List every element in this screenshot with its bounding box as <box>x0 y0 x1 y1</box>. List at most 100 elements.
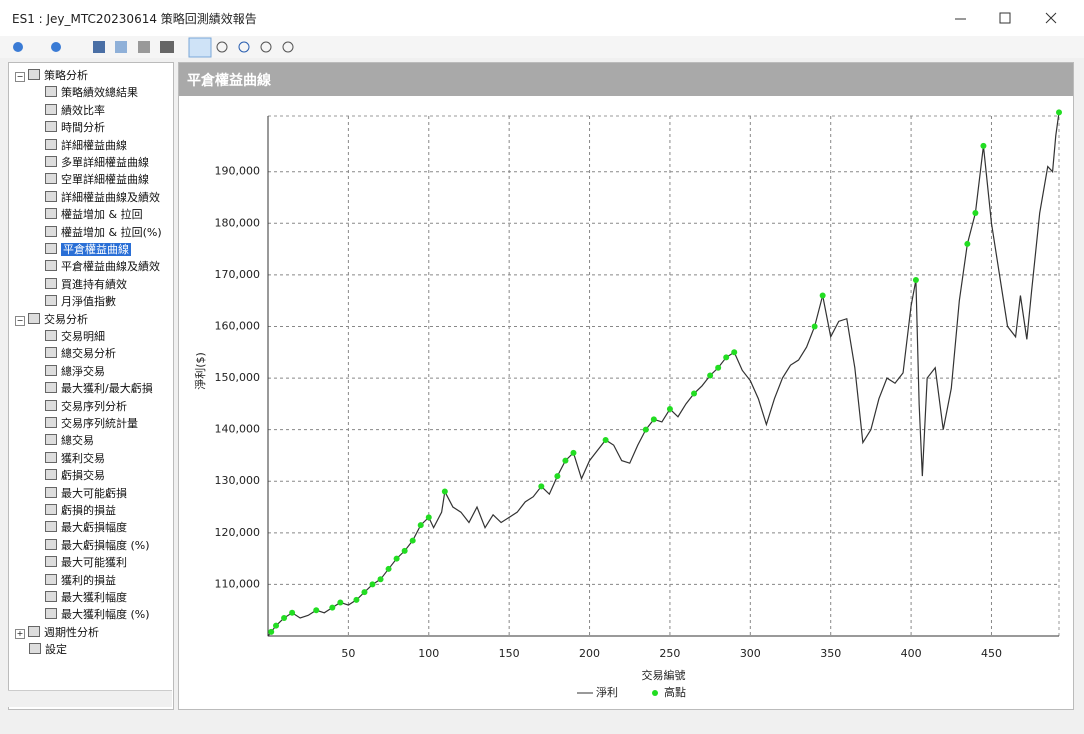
tree-label[interactable]: 最大可能虧損 <box>61 486 127 500</box>
x-tick-label: 450 <box>981 647 1002 660</box>
tree-group[interactable]: − 交易分析 <box>15 311 88 328</box>
tree-label[interactable]: 設定 <box>45 643 67 657</box>
item-icon <box>28 312 40 324</box>
tree-label[interactable]: 詳細權益曲線 <box>61 138 127 152</box>
tree-label[interactable]: 績效比率 <box>61 103 105 117</box>
tree-label[interactable]: 策略分析 <box>44 69 88 82</box>
tree-group[interactable]: + 週期性分析 <box>15 624 99 641</box>
tree-label[interactable]: 最大獲利幅度 <box>61 591 127 604</box>
tree-item[interactable]: 交易明細 <box>45 328 105 345</box>
forward-button[interactable] <box>51 42 61 52</box>
report-panel: 平倉權益曲線 110,000 120,000 130,000 140,000 150,0… <box>178 62 1074 710</box>
tree-label[interactable]: 權益增加 & 拉回 <box>61 208 143 222</box>
tree-label[interactable]: 最大虧損幅度 <box>61 521 127 535</box>
tree-item[interactable]: 平倉權益曲線及績效 <box>45 258 160 275</box>
tree-label[interactable]: 買進持有績效 <box>61 277 127 291</box>
scrollbar[interactable] <box>8 690 172 707</box>
tree-label[interactable]: 獲利交易 <box>61 451 105 465</box>
item-icon <box>45 469 57 481</box>
tree-group[interactable]: − 策略分析 <box>15 67 88 84</box>
expander[interactable]: − <box>15 72 25 82</box>
tree-item[interactable]: 最大虧損幅度 <box>45 519 127 536</box>
tree-item[interactable]: 買進持有績效 <box>45 276 127 293</box>
tree-label[interactable]: 詳細權益曲線及績效 <box>61 190 160 204</box>
tree-item[interactable]: 虧損交易 <box>45 467 105 484</box>
tree-label[interactable]: 時間分析 <box>61 121 105 135</box>
tree-item[interactable]: 獲利的損益 <box>45 572 116 589</box>
print-button[interactable] <box>138 41 150 53</box>
tree-label[interactable]: 權益增加 & 拉回(%) <box>61 225 162 239</box>
tree-label[interactable]: 交易序列統計量 <box>61 417 138 430</box>
tree-label[interactable]: 虧損交易 <box>61 469 105 483</box>
tree-label[interactable]: 最大獲利幅度 (%) <box>61 608 150 622</box>
item-icon <box>45 347 57 359</box>
tree-item[interactable]: 詳細權益曲線 <box>45 137 127 154</box>
tree-label[interactable]: 月淨值指數 <box>61 295 116 309</box>
tree-item[interactable]: 最大獲利/最大虧損 <box>45 380 153 397</box>
tree-item[interactable]: 最大獲利幅度 <box>45 589 127 606</box>
item-icon <box>45 243 57 254</box>
x-tick-label: 350 <box>820 647 841 660</box>
tree-item[interactable]: 交易序列統計量 <box>45 415 138 432</box>
export-button[interactable] <box>115 41 127 53</box>
tree-item[interactable]: 總交易分析 <box>45 345 116 362</box>
tree-label[interactable]: 空單詳細權益曲線 <box>61 173 149 187</box>
maximize-button[interactable] <box>999 12 1011 24</box>
expander[interactable]: + <box>15 628 25 639</box>
tree-item[interactable]: 虧損的損益 <box>45 502 116 519</box>
pan-button[interactable] <box>216 41 228 53</box>
tree-item[interactable]: 獲利交易 <box>45 450 105 467</box>
tree-label[interactable]: 平倉權益曲線 <box>61 243 131 256</box>
tree-item[interactable]: 多單詳細權益曲線 <box>45 154 149 171</box>
tree-item[interactable]: 權益增加 & 拉回 <box>45 206 143 223</box>
tree-label[interactable]: 週期性分析 <box>44 625 99 639</box>
tree-label[interactable]: 交易序列分析 <box>61 399 127 413</box>
high-point <box>602 436 609 443</box>
item-icon <box>45 538 57 550</box>
tree-label[interactable]: 總交易分析 <box>61 347 116 361</box>
tree-item[interactable]: 平倉權益曲線 <box>45 241 131 258</box>
tree-item[interactable]: 最大獲利幅度 (%) <box>45 606 150 623</box>
tree-item[interactable]: 月淨值指數 <box>45 293 116 310</box>
item-icon <box>45 277 57 289</box>
zoom-in-button[interactable] <box>238 41 250 53</box>
expander[interactable]: − <box>15 315 25 326</box>
high-point <box>707 372 714 379</box>
tree-label[interactable]: 總交易 <box>61 434 94 448</box>
high-point <box>361 589 368 596</box>
tree-label[interactable]: 交易明細 <box>61 330 105 343</box>
tree-label[interactable]: 最大可能獲利 <box>61 556 127 570</box>
tree-item[interactable]: 最大虧損幅度 (%) <box>45 537 150 554</box>
save-button[interactable] <box>93 41 105 53</box>
y-tick-label: 170,000 <box>215 268 261 281</box>
tree-label[interactable]: 總淨交易 <box>61 364 105 378</box>
tree-label[interactable]: 多單詳細權益曲線 <box>61 156 149 169</box>
tree-item[interactable]: 總交易 <box>45 432 94 449</box>
tree-item[interactable]: 權益增加 & 拉回(%) <box>45 224 162 241</box>
tree-item[interactable]: 最大可能虧損 <box>45 485 127 502</box>
high-point <box>393 555 400 562</box>
pointer-button[interactable] <box>188 37 212 58</box>
tree-label[interactable]: 最大獲利/最大虧損 <box>61 382 153 396</box>
tree-item[interactable]: 交易序列分析 <box>45 398 127 415</box>
high-point <box>642 426 649 433</box>
tree-label[interactable]: 最大虧損幅度 (%) <box>61 538 150 552</box>
close-button[interactable] <box>1045 12 1057 24</box>
zoom-out-button[interactable] <box>260 41 272 53</box>
tree-item[interactable]: 績效比率 <box>45 102 105 119</box>
tree-label[interactable]: 獲利的損益 <box>61 573 116 587</box>
tree-group[interactable]: 設定 <box>29 641 67 658</box>
tree-label[interactable]: 平倉權益曲線及績效 <box>61 260 160 274</box>
tree-item[interactable]: 最大可能獲利 <box>45 554 127 571</box>
tree-item[interactable]: 策略績效總結果 <box>45 84 138 101</box>
tree-item[interactable]: 時間分析 <box>45 119 105 136</box>
view-button[interactable] <box>160 41 174 53</box>
tree-label[interactable]: 虧損的損益 <box>61 504 116 517</box>
back-button[interactable] <box>13 42 23 52</box>
tree-label[interactable]: 交易分析 <box>44 312 88 326</box>
tree-item[interactable]: 總淨交易 <box>45 363 105 380</box>
reset-button[interactable] <box>282 41 294 53</box>
tree-item[interactable]: 詳細權益曲線及績效 <box>45 189 160 206</box>
tree-item[interactable]: 空單詳細權益曲線 <box>45 171 149 188</box>
tree-label[interactable]: 策略績效總結果 <box>61 86 138 100</box>
